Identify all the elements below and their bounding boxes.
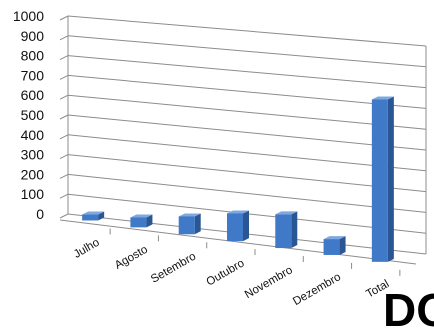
y-tick-label: 100 — [21, 186, 45, 202]
gridline — [67, 35, 427, 68]
bar-top — [130, 214, 153, 218]
side-gridline — [59, 134, 69, 140]
y-tick-label: 300 — [21, 147, 45, 163]
bar-top — [323, 236, 346, 240]
side-gridline — [59, 114, 69, 120]
side-gridline — [59, 74, 69, 80]
y-tick-label: 600 — [21, 87, 45, 103]
y-tick-label: 500 — [21, 107, 45, 123]
bar — [130, 214, 153, 228]
bar — [82, 211, 105, 221]
y-tick-label: 900 — [21, 28, 45, 44]
bar — [178, 213, 201, 235]
side-gridline — [59, 173, 69, 179]
x-tick-label: Dezembro — [291, 271, 343, 308]
bar-top — [227, 210, 249, 214]
cropped-heading-text: DO — [383, 284, 434, 336]
bar-front — [82, 214, 99, 221]
bar — [227, 210, 249, 242]
gridline — [67, 114, 427, 151]
side-gridline — [59, 193, 69, 199]
gridline — [67, 15, 427, 47]
gridline — [67, 55, 427, 89]
bar — [275, 211, 298, 249]
bar-top — [178, 213, 201, 217]
bar-side — [243, 210, 249, 242]
side-gridline — [59, 154, 69, 160]
y-tick-label: 700 — [21, 67, 45, 83]
gridline — [67, 74, 427, 109]
bar-front — [323, 239, 340, 255]
bar — [323, 236, 346, 255]
bar-side — [146, 214, 153, 228]
grid — [59, 15, 427, 265]
y-tick-label: 0 — [36, 206, 44, 222]
gridline — [67, 94, 427, 130]
gridline — [67, 154, 427, 193]
y-tick-label: 1000 — [13, 8, 44, 24]
bar-side — [98, 211, 105, 221]
bar-top — [275, 211, 298, 215]
x-tick-label: Outubro — [205, 257, 247, 288]
floor-edge — [59, 219, 417, 265]
side-gridline — [59, 55, 69, 61]
x-tick-label: Julho — [72, 237, 102, 261]
bar-side — [194, 213, 201, 235]
y-tick-label: 800 — [21, 48, 45, 64]
bar-front — [227, 213, 243, 242]
side-gridline — [59, 213, 69, 219]
x-tick-label: Setembro — [149, 250, 198, 285]
bar-front — [178, 216, 195, 235]
side-gridline — [59, 15, 69, 21]
y-tick-label: 400 — [21, 127, 45, 143]
bar-front — [130, 217, 147, 228]
bar-front — [275, 214, 292, 249]
side-gridline — [59, 94, 69, 100]
bar-side — [387, 96, 394, 262]
bar-top — [371, 96, 394, 100]
bar-side — [339, 236, 346, 255]
x-tick-label: Novembro — [243, 264, 295, 301]
gridline — [67, 134, 427, 172]
y-tick-label: 200 — [21, 166, 45, 182]
bar-top — [82, 211, 105, 215]
gridline — [67, 173, 427, 213]
bars — [82, 96, 394, 262]
bar-side — [291, 211, 298, 249]
x-tick-label: Agosto — [113, 244, 150, 272]
bar — [371, 96, 394, 262]
side-gridline — [59, 35, 69, 41]
bar-front — [371, 99, 388, 262]
